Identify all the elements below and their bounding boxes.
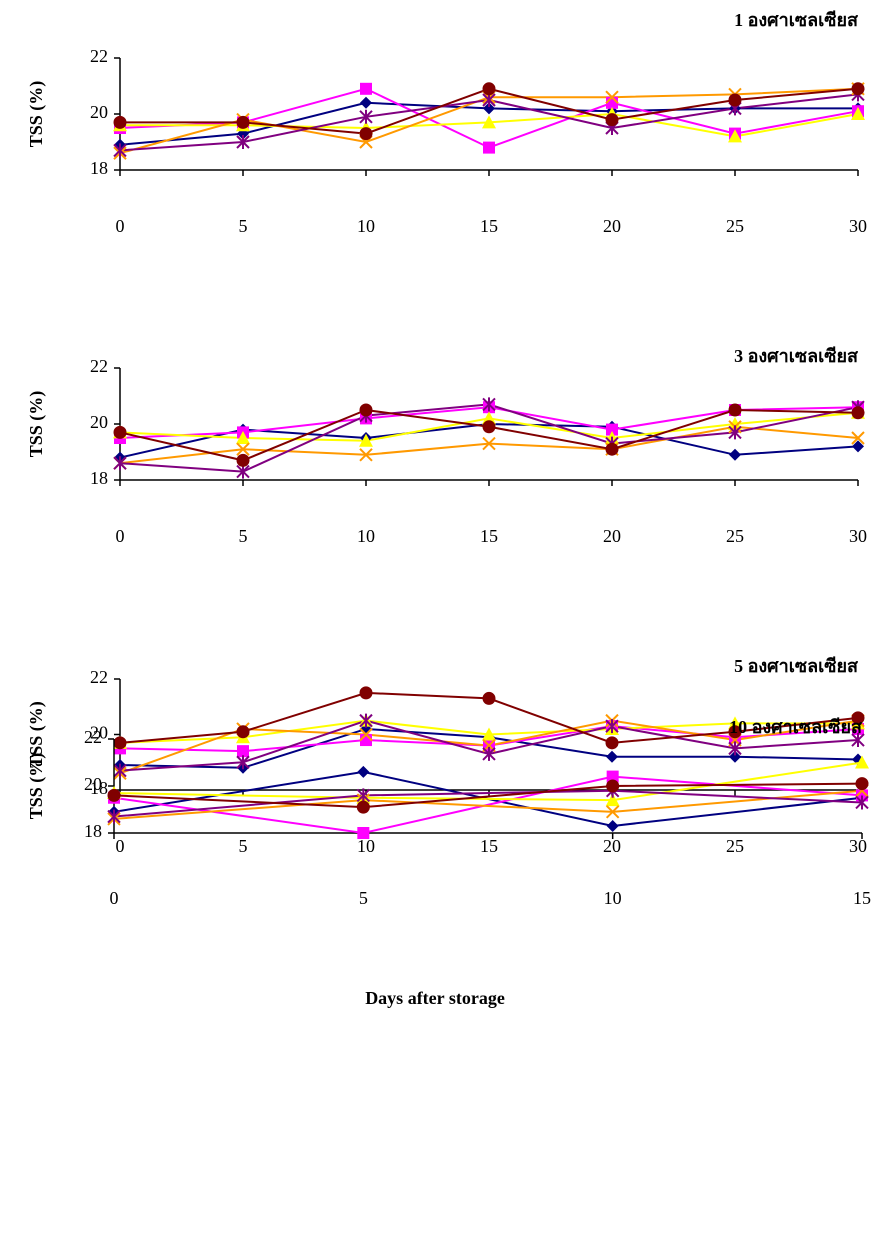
x-tick-label: 15 [480,216,498,236]
x-tick-label: 5 [239,526,248,546]
x-tick-label: 10 [357,836,375,856]
x-tick-label: 25 [726,526,744,546]
x-tick-label: 30 [849,836,867,856]
y-tick-label: 18 [84,821,102,841]
data-point [483,142,495,154]
y-axis-label: TSS (%) [26,753,47,820]
x-tick-label: 5 [239,836,248,856]
data-point [237,726,249,738]
data-point [852,407,864,419]
y-tick-label: 22 [90,46,108,66]
x-tick-label: 15 [853,888,871,908]
y-tick-label: 20 [90,102,108,122]
data-point [483,83,495,95]
data-point [729,449,741,461]
x-tick-label: 25 [726,216,744,236]
x-tick-label: 10 [604,888,622,908]
data-point [360,83,372,95]
data-point [856,778,868,790]
x-tick-label: 20 [603,526,621,546]
data-point [357,766,369,778]
data-point [237,116,249,128]
x-axis-label: Days after storage [365,988,505,1008]
data-point [729,94,741,106]
y-tick-label: 22 [90,356,108,376]
chart-page: 1 องศาเซลเซียส TSS (%) 18 20 22 0 5 10 15 20 25 30 3… [0,0,871,1243]
data-point [360,128,372,140]
x-tick-label: 20 [603,836,621,856]
x-tick-label: 15 [480,836,498,856]
chart-title: 5 องศาเซลเซียส [734,656,859,676]
data-point [606,443,618,455]
y-tick-label: 20 [90,412,108,432]
x-tick-label: 0 [110,888,119,908]
data-point [108,789,120,801]
chart-title: 10 องศาเซลเซียส [729,717,863,737]
x-tick-label: 0 [116,216,125,236]
data-point [606,751,618,763]
x-tick-label: 5 [239,216,248,236]
x-tick-label: 15 [480,526,498,546]
chart-title: 3 องศาเซลเซียส [734,346,859,366]
y-tick-label: 18 [90,158,108,178]
y-tick-label: 20 [84,774,102,794]
x-tick-label: 0 [116,836,125,856]
data-point [114,116,126,128]
data-point [606,114,618,126]
data-point [729,404,741,416]
x-tick-label: 5 [359,888,368,908]
data-point [114,426,126,438]
x-tick-label: 10 [357,216,375,236]
data-point [360,687,372,699]
y-axis-label: TSS (%) [26,81,47,148]
data-point [237,454,249,466]
x-tick-label: 25 [726,836,744,856]
data-point [852,83,864,95]
x-tick-label: 30 [849,216,867,236]
data-point [357,827,369,839]
x-tick-label: 30 [849,526,867,546]
data-point [114,737,126,749]
data-point [606,737,618,749]
y-axis-label: TSS (%) [26,391,47,458]
y-tick-label: 22 [84,727,102,747]
x-tick-label: 20 [603,216,621,236]
x-tick-label: 0 [116,526,125,546]
y-tick-label: 18 [90,468,108,488]
chart-title: 1 องศาเซลเซียส [734,10,859,30]
x-tick-label: 10 [357,526,375,546]
y-tick-label: 22 [90,667,108,687]
data-point [607,820,619,832]
data-point [360,404,372,416]
data-point [483,421,495,433]
data-point [483,692,495,704]
data-point [360,97,372,109]
data-point [357,801,369,813]
data-point [607,780,619,792]
